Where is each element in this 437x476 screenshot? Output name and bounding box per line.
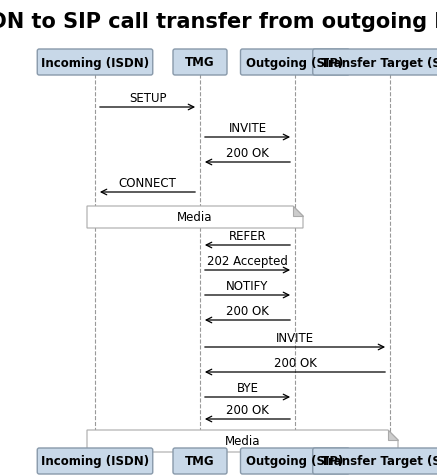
FancyBboxPatch shape — [37, 448, 153, 474]
Text: Transfer Target (SIP): Transfer Target (SIP) — [321, 455, 437, 467]
Polygon shape — [87, 207, 303, 228]
FancyBboxPatch shape — [173, 448, 227, 474]
Text: CONNECT: CONNECT — [118, 177, 177, 189]
Text: INVITE: INVITE — [276, 331, 314, 344]
Text: 202 Accepted: 202 Accepted — [207, 255, 288, 268]
Text: www.websequencediagrams.com: www.websequencediagrams.com — [269, 461, 432, 471]
Text: 200 OK: 200 OK — [226, 304, 269, 317]
FancyBboxPatch shape — [240, 50, 350, 76]
FancyBboxPatch shape — [313, 50, 437, 76]
Text: Media: Media — [225, 435, 260, 447]
Text: SETUP: SETUP — [129, 92, 166, 105]
Text: Media: Media — [177, 211, 213, 224]
Text: TMG: TMG — [185, 455, 215, 467]
Text: NOTIFY: NOTIFY — [226, 279, 269, 292]
Text: Transfer Target (SIP): Transfer Target (SIP) — [321, 56, 437, 69]
Text: 200 OK: 200 OK — [274, 356, 316, 369]
Text: 200 OK: 200 OK — [226, 147, 269, 159]
Text: REFER: REFER — [229, 229, 266, 242]
Text: BYE: BYE — [236, 381, 259, 394]
Polygon shape — [87, 430, 398, 452]
FancyBboxPatch shape — [240, 448, 350, 474]
FancyBboxPatch shape — [173, 50, 227, 76]
Polygon shape — [388, 430, 398, 440]
Text: 200 OK: 200 OK — [226, 403, 269, 416]
Text: Outgoing (SIP): Outgoing (SIP) — [246, 455, 343, 467]
FancyBboxPatch shape — [37, 50, 153, 76]
Text: Outgoing (SIP): Outgoing (SIP) — [246, 56, 343, 69]
Text: Incoming (ISDN): Incoming (ISDN) — [41, 56, 149, 69]
FancyBboxPatch shape — [313, 448, 437, 474]
Text: INVITE: INVITE — [229, 122, 267, 135]
Text: ISDN to SIP call transfer from outgoing leg: ISDN to SIP call transfer from outgoing … — [0, 12, 437, 32]
Polygon shape — [293, 207, 303, 217]
Text: TMG: TMG — [185, 56, 215, 69]
Text: Incoming (ISDN): Incoming (ISDN) — [41, 455, 149, 467]
